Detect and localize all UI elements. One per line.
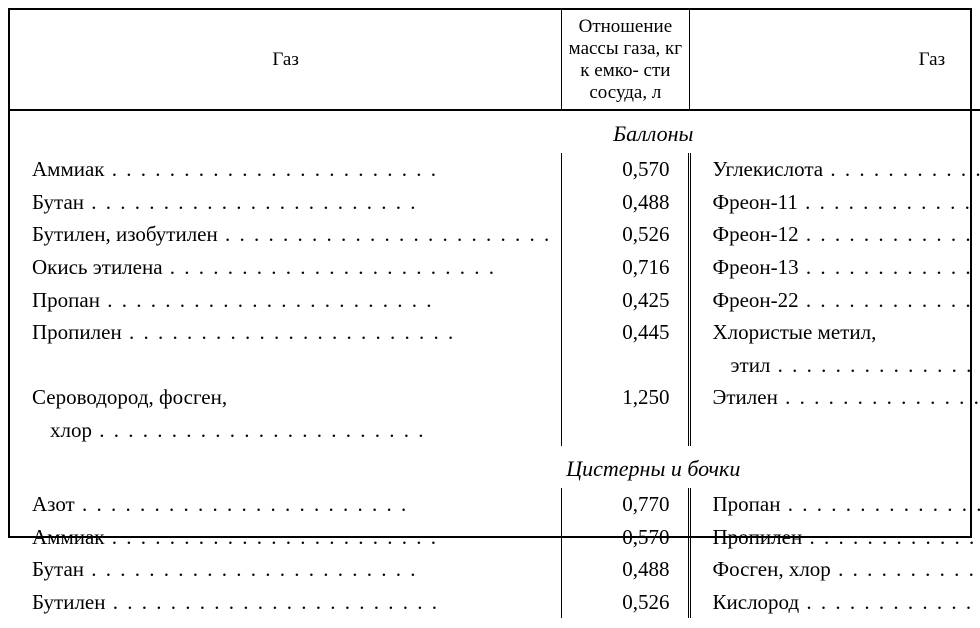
gas-value-blank [622,349,669,382]
section-title-1: Баллоны [10,111,980,153]
section-1-left-names: Аммиак Бутан Бутилен, изобутилен Окись э… [10,153,562,446]
gas-name: Фосген, хлор [713,553,980,586]
gas-name: Бутилен [32,586,551,619]
gas-name: Пропан [32,284,551,317]
gas-value: 0,488 [622,553,669,586]
gas-name-cont: этил [713,349,980,382]
gas-name: Фреон-12 [713,218,980,251]
gas-name: Азот [32,488,551,521]
header-gas-2: Газ [689,10,980,110]
gas-table-frame: Газ Отношение массы газа, кг к емко- сти… [8,8,972,538]
gas-value: 0,770 [622,488,669,521]
gas-value: 0,526 [622,218,669,251]
gas-name: Кислород [713,586,980,619]
gas-name-blank [32,349,551,382]
gas-name: Фреон-22 [713,284,980,317]
gas-name: Фреон-11 [713,186,980,219]
gas-value: 1,250 [622,381,669,414]
gas-name: Сероводород, фосген, [32,381,551,414]
section-title-2-text: Цистерны и бочки [10,446,980,488]
section-2-data: Азот Аммиак Бутан Бутилен 0,770 0,570 0,… [10,488,980,618]
gas-name: Пропилен [713,521,980,554]
gas-name: Пропилен [32,316,551,349]
header-row: Газ Отношение массы газа, кг к емко- сти… [10,10,980,110]
section-1-data: Аммиак Бутан Бутилен, изобутилен Окись э… [10,153,980,446]
bottom-spacer [10,618,980,628]
gas-name: Бутан [32,553,551,586]
gas-value: 0,716 [622,251,669,284]
gas-table: Газ Отношение массы газа, кг к емко- сти… [10,10,980,628]
gas-name: Фреон-13 [713,251,980,284]
gas-name: Пропан [713,488,980,521]
gas-name: Хлористые метил, [713,316,980,349]
gas-name: Бутилен, изобутилен [32,218,551,251]
section-2-left-names: Азот Аммиак Бутан Бутилен [10,488,562,618]
gas-value: 0,488 [622,186,669,219]
gas-name: Бутан [32,186,551,219]
section-2-left-values: 0,770 0,570 0,488 0,526 [562,488,689,618]
section-title-2: Цистерны и бочки [10,446,980,488]
header-ratio-1: Отношение массы газа, кг к емко- сти сос… [562,10,689,110]
section-2-right-names: Пропан Пропилен Фосген, хлор Кислород [689,488,980,618]
gas-value: 0,445 [622,316,669,349]
section-title-1-text: Баллоны [10,111,980,153]
section-1-right-names: Углекислота Фреон-11 Фреон-12 Фреон-13 Ф… [689,153,980,446]
gas-value: 0,570 [622,153,669,186]
gas-name: Аммиак [32,153,551,186]
gas-value: 0,526 [622,586,669,619]
gas-name-cont: хлор [32,414,551,447]
gas-name: Этилен [713,381,980,414]
gas-value: 0,425 [622,284,669,317]
header-gas-1: Газ [10,10,562,110]
gas-name: Окись этилена [32,251,551,284]
gas-value: 0,570 [622,521,669,554]
gas-name: Углекислота [713,153,980,186]
section-1-left-values: 0,570 0,488 0,526 0,716 0,425 0,445 1,25… [562,153,689,446]
gas-name: Аммиак [32,521,551,554]
